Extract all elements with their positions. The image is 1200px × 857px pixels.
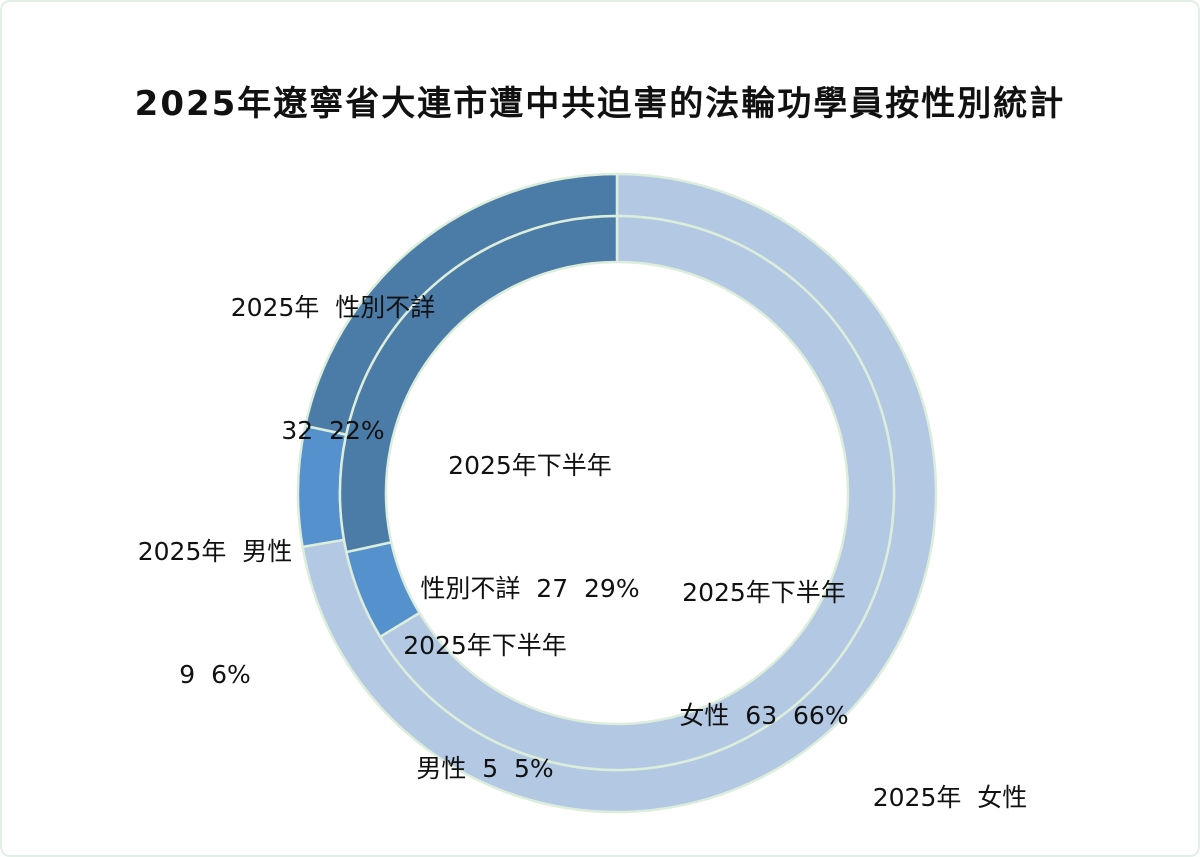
label-outer-female: 2025年 女性 107 72% <box>872 695 1028 855</box>
label-value: 9 6% <box>179 660 251 689</box>
label-value: 女性 63 66% <box>679 701 849 730</box>
label-value: 男性 5 5% <box>416 754 554 783</box>
chart-title: 2025年遼寧省大連市遭中共迫害的法輪功學員按性別統計 <box>134 84 1066 124</box>
label-line: 2025年 女性 <box>872 783 1028 812</box>
label-inner-male: 2025年下半年 男性 5 5% <box>403 543 567 855</box>
label-inner-unknown-gender: 2025年下半年 性別不詳 27 29% <box>420 363 639 691</box>
donut-inner-segment-0 <box>378 214 896 772</box>
label-line: 2025年下半年 <box>403 631 567 660</box>
label-line: 2025年 男性 <box>137 537 293 566</box>
label-inner-female: 2025年下半年 女性 63 66% <box>679 490 848 818</box>
label-line: 2025年下半年 <box>682 578 846 607</box>
label-outer-unknown-gender: 2025年 性別不詳 32 22% <box>231 205 436 533</box>
label-line: 2025年下半年 <box>448 451 612 480</box>
donut-inner-segment-2 <box>338 214 619 554</box>
label-value: 性別不詳 27 29% <box>420 574 640 603</box>
label-line: 2025年 性別不詳 <box>230 293 436 322</box>
label-outer-male: 2025年 男性 9 6% <box>138 449 293 777</box>
label-value: 32 22% <box>281 416 385 445</box>
